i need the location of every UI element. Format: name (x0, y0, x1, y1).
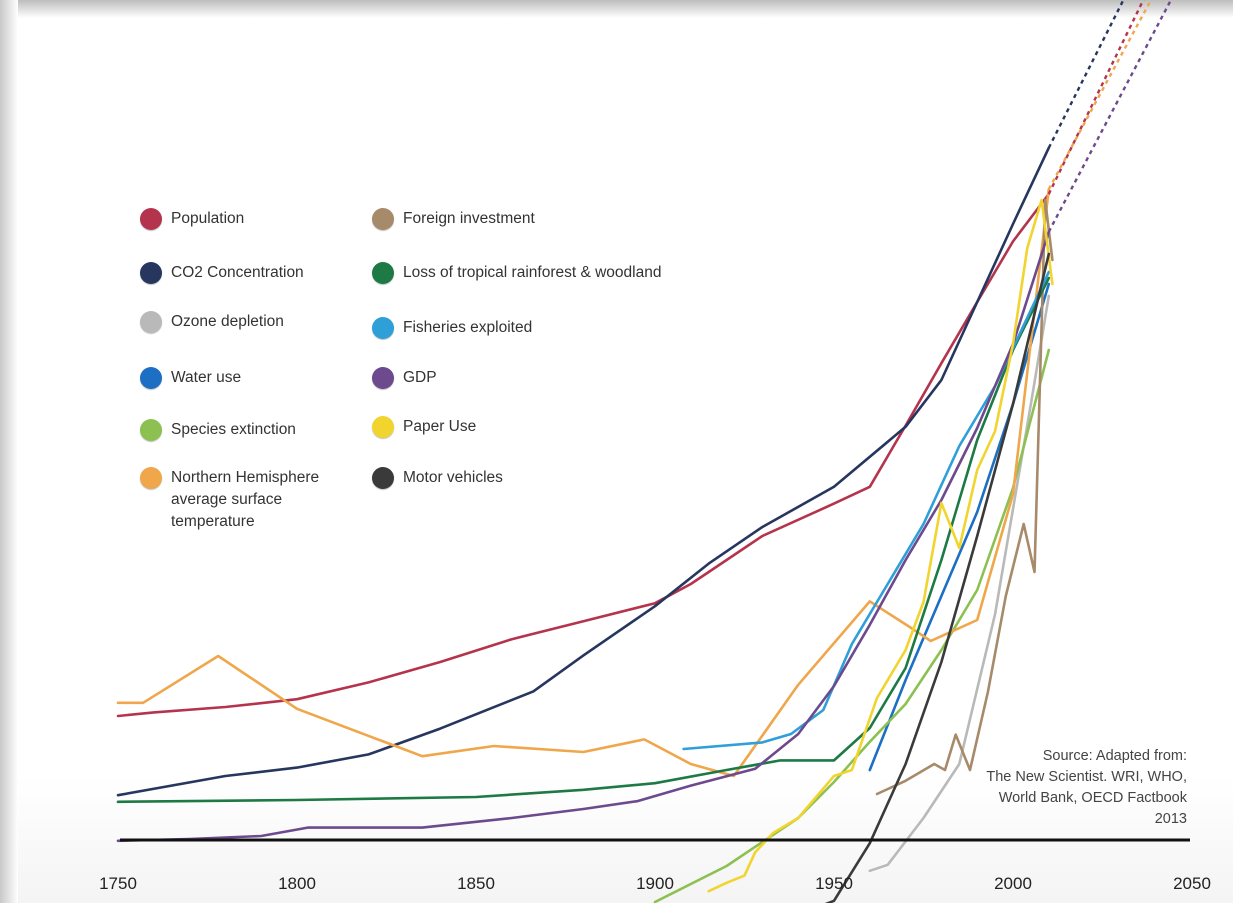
x-tick-labels: 1750 1800 1850 1900 1950 2000 2050 (99, 874, 1211, 893)
x-tick-label-1800: 1800 (278, 874, 316, 893)
series-line-co2-concentration (116, 146, 1051, 797)
source-note: Source: Adapted from: The New Scientist.… (867, 746, 1187, 830)
series-line-gdp (116, 230, 1051, 843)
series-line-species-extinction (653, 348, 1051, 903)
projection-line-northern-hemisphere-average-surface-temperature (1047, 0, 1153, 190)
series-line-motor-vehicles (824, 252, 1051, 903)
projection-line-gdp (1047, 0, 1173, 233)
series-line-population (116, 192, 1051, 718)
x-tick-label-1750: 1750 (99, 874, 137, 893)
series-line-paper-use (707, 198, 1054, 893)
projection-line-co2-concentration (1047, 0, 1125, 149)
x-tick-label-1850: 1850 (457, 874, 495, 893)
series-layer (116, 146, 1054, 903)
series-line-fisheries-exploited (682, 270, 1051, 751)
x-tick-label-2050: 2050 (1173, 874, 1211, 893)
series-line-ozone-depletion (868, 294, 1051, 873)
projection-layer (1047, 0, 1173, 233)
x-tick-label-2000: 2000 (994, 874, 1032, 893)
x-tick-label-1950: 1950 (815, 874, 853, 893)
series-line-foreign-investment (875, 198, 1054, 796)
series-line-northern-hemisphere-average-surface-temperature (116, 187, 1051, 778)
source-line: 2013 (1154, 811, 1187, 827)
source-line: World Bank, OECD Factbook (998, 790, 1187, 806)
source-line: Source: Adapted from: (1042, 748, 1187, 764)
series-line-loss-of-tropical-rainforest-woodland (116, 276, 1051, 804)
projection-line-population (1047, 0, 1145, 195)
x-tick-label-1900: 1900 (636, 874, 674, 893)
source-line: The New Scientist. WRI, WHO, (986, 769, 1187, 785)
